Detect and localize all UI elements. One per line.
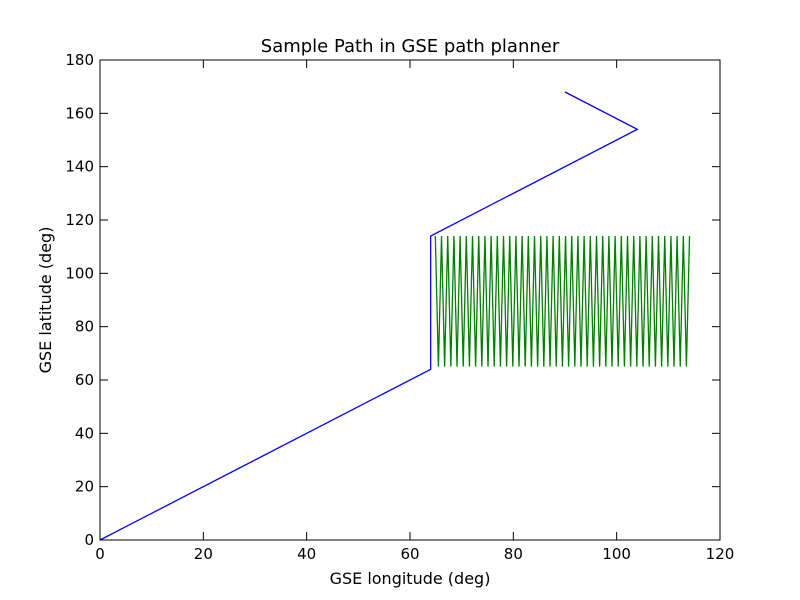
y-tick-label: 60	[75, 371, 94, 389]
x-tick-label: 40	[297, 545, 316, 563]
y-tick-label: 0	[84, 531, 94, 549]
y-tick-label: 120	[65, 211, 94, 229]
y-tick-label: 80	[75, 318, 94, 336]
y-tick-label: 160	[65, 104, 94, 122]
y-axis-label: GSE latitude (deg)	[36, 227, 55, 374]
x-tick-label: 120	[706, 545, 735, 563]
y-tick-label: 40	[75, 424, 94, 442]
chart-title: Sample Path in GSE path planner	[261, 36, 560, 57]
y-tick-label: 20	[75, 478, 94, 496]
series-line-1	[99, 91, 639, 541]
ticks-layer: 0 20 40 60 80 100 120 0 20 40 60 80 100 120 140 160 180	[65, 51, 734, 563]
x-tick-label: 80	[504, 545, 523, 563]
y-tick-label: 180	[65, 51, 94, 69]
series-layer	[99, 91, 691, 541]
x-tick-label: 0	[95, 545, 105, 563]
plot-area	[100, 60, 720, 540]
x-tick-label: 60	[400, 545, 419, 563]
y-tick-label: 100	[65, 264, 94, 282]
x-tick-label: 100	[602, 545, 631, 563]
y-tick-label: 140	[65, 158, 94, 176]
x-tick-label: 20	[194, 545, 213, 563]
series-line-2	[434, 235, 691, 367]
x-axis-label: GSE longitude (deg)	[330, 569, 491, 588]
